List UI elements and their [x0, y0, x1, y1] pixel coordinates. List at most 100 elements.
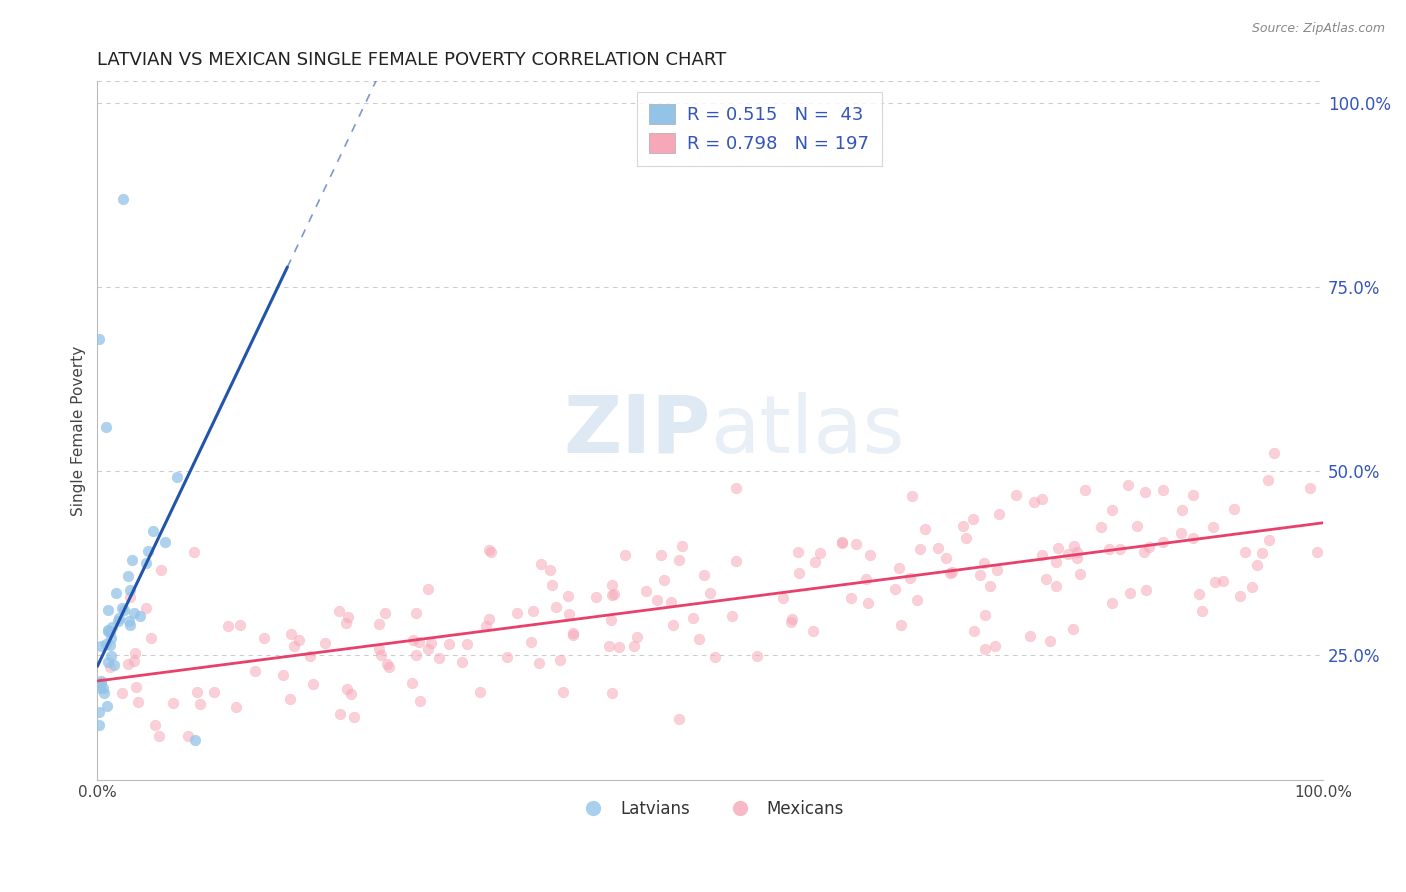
Point — [636, 584, 658, 599]
Point — [89, 681, 111, 695]
Point — [721, 609, 744, 624]
Point — [339, 687, 361, 701]
Point — [278, 691, 301, 706]
Point — [1119, 586, 1142, 600]
Point — [1056, 547, 1078, 561]
Point — [90, 674, 112, 689]
Point — [541, 578, 564, 592]
Point — [177, 729, 200, 743]
Point — [692, 568, 714, 582]
Point — [183, 545, 205, 559]
Point — [418, 641, 440, 656]
Point — [974, 607, 997, 622]
Point — [602, 588, 624, 602]
Point — [87, 717, 110, 731]
Point — [283, 639, 305, 653]
Point — [645, 592, 668, 607]
Point — [1181, 488, 1204, 502]
Point — [229, 617, 252, 632]
Point — [859, 549, 882, 563]
Point — [724, 554, 747, 568]
Point — [804, 555, 827, 569]
Point — [1062, 622, 1084, 636]
Point — [1152, 483, 1174, 498]
Point — [120, 582, 142, 597]
Point — [135, 600, 157, 615]
Point — [111, 686, 134, 700]
Point — [626, 630, 648, 644]
Point — [1098, 541, 1121, 556]
Point — [1047, 541, 1070, 555]
Point — [96, 637, 118, 651]
Point — [952, 518, 974, 533]
Point — [253, 631, 276, 645]
Point — [780, 615, 803, 629]
Point — [1251, 546, 1274, 560]
Point — [1039, 633, 1062, 648]
Point — [112, 192, 135, 206]
Point — [98, 624, 121, 639]
Point — [1066, 544, 1088, 558]
Point — [122, 654, 145, 668]
Point — [538, 563, 561, 577]
Point — [97, 624, 120, 638]
Point — [599, 613, 621, 627]
Point — [782, 612, 804, 626]
Point — [96, 698, 118, 713]
Point — [831, 534, 853, 549]
Point — [100, 649, 122, 664]
Point — [1133, 485, 1156, 500]
Point — [1137, 541, 1160, 555]
Point — [598, 640, 620, 654]
Point — [1223, 502, 1246, 516]
Point — [831, 535, 853, 549]
Point — [1066, 550, 1088, 565]
Point — [962, 512, 984, 526]
Point — [973, 556, 995, 570]
Point — [520, 635, 543, 649]
Point — [668, 552, 690, 566]
Point — [1031, 492, 1053, 507]
Point — [475, 619, 498, 633]
Point — [100, 631, 122, 645]
Point — [699, 586, 721, 600]
Point — [478, 612, 501, 626]
Point — [378, 660, 401, 674]
Point — [107, 614, 129, 628]
Point — [939, 566, 962, 581]
Point — [1101, 503, 1123, 517]
Point — [890, 618, 912, 632]
Point — [1263, 446, 1285, 460]
Point — [889, 560, 911, 574]
Point — [1258, 533, 1281, 547]
Point — [941, 565, 963, 579]
Point — [117, 657, 139, 671]
Point — [93, 686, 115, 700]
Point — [548, 653, 571, 667]
Point — [104, 586, 127, 600]
Point — [97, 603, 120, 617]
Point — [135, 556, 157, 570]
Point — [1191, 604, 1213, 618]
Point — [607, 640, 630, 655]
Point — [974, 641, 997, 656]
Point — [120, 617, 142, 632]
Point — [118, 614, 141, 628]
Point — [225, 699, 247, 714]
Text: atlas: atlas — [710, 392, 904, 470]
Point — [98, 660, 121, 674]
Point — [856, 596, 879, 610]
Point — [623, 639, 645, 653]
Point — [416, 582, 439, 597]
Point — [527, 656, 550, 670]
Point — [111, 601, 134, 615]
Point — [963, 624, 986, 638]
Point — [129, 609, 152, 624]
Point — [117, 569, 139, 583]
Point — [1035, 572, 1057, 586]
Point — [986, 563, 1008, 577]
Y-axis label: Single Female Poverty: Single Female Poverty — [72, 346, 86, 516]
Point — [688, 632, 710, 647]
Point — [801, 624, 824, 638]
Point — [374, 607, 396, 621]
